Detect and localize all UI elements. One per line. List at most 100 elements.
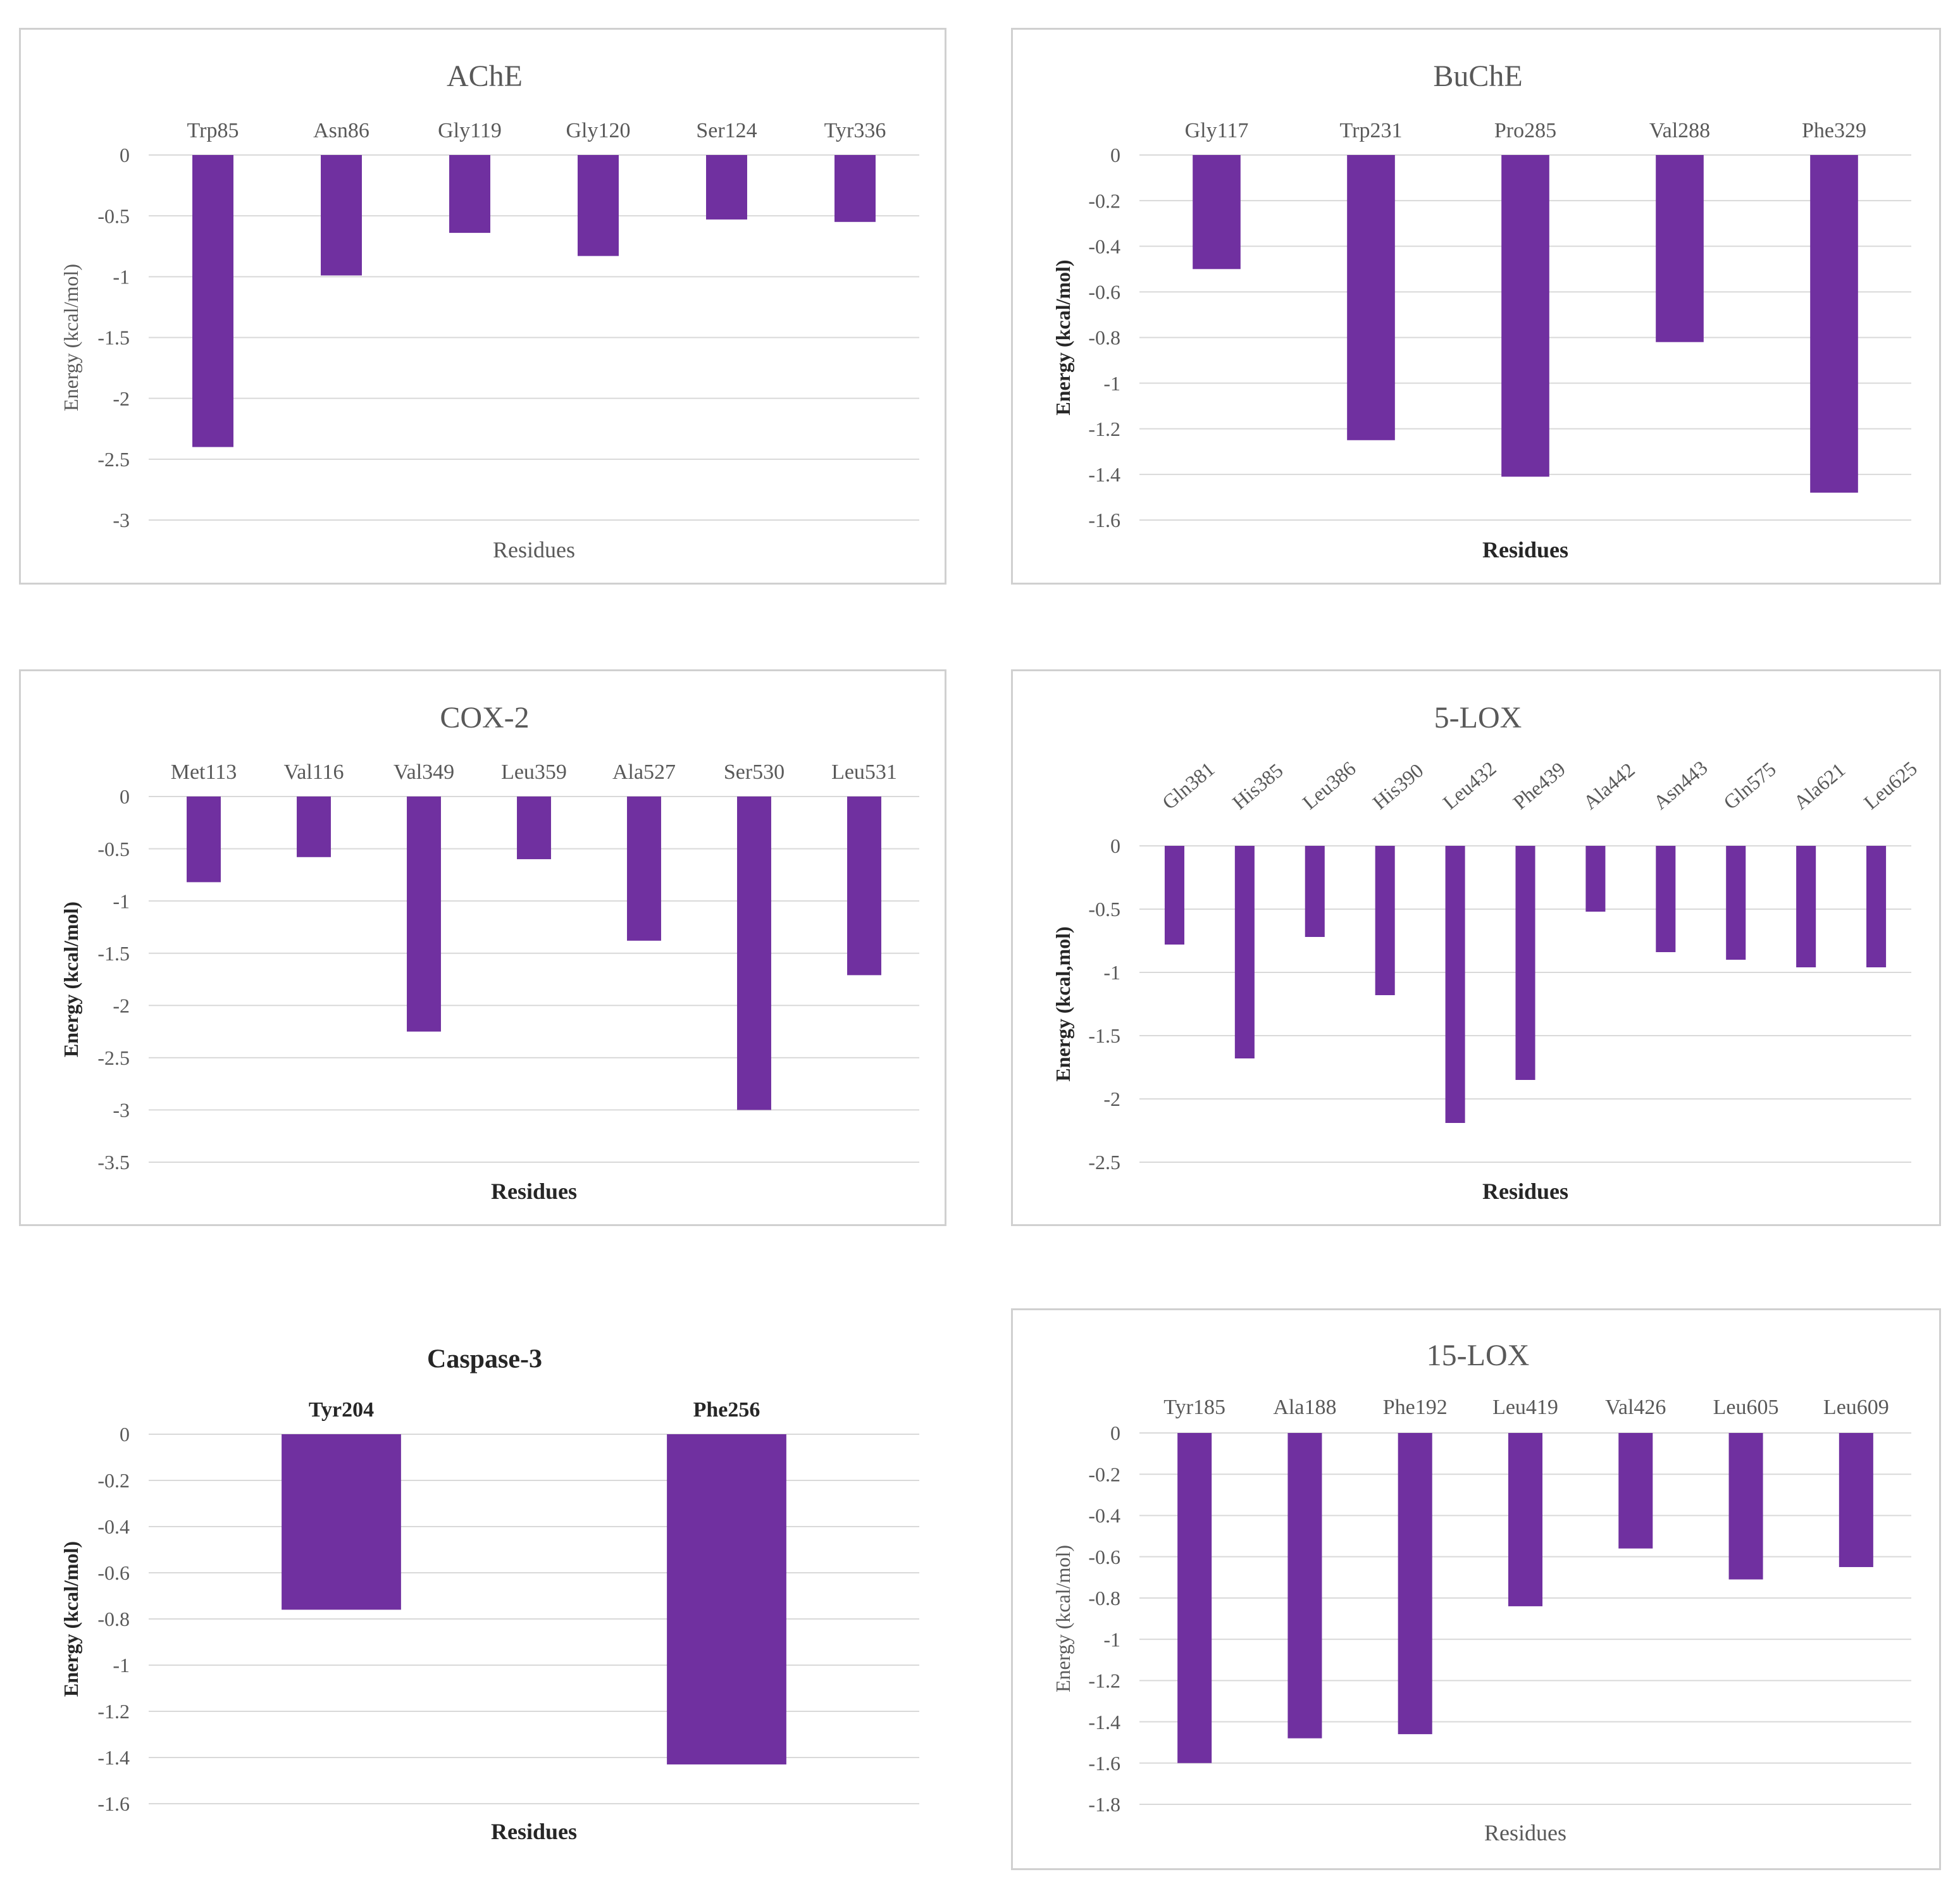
bar-ala188 (1287, 1433, 1322, 1739)
category-label: Met113 (171, 760, 237, 784)
category-label: Gln575 (1719, 757, 1780, 814)
y-tick-label: 0 (1110, 144, 1120, 166)
y-tick-label: -0.6 (97, 1561, 130, 1584)
x-axis-label: Residues (1484, 1820, 1566, 1845)
category-label: Ala621 (1789, 758, 1849, 814)
bar-ser124 (706, 155, 747, 220)
y-tick-label: -3 (113, 509, 130, 531)
category-label: Trp85 (187, 119, 239, 142)
bar-leu531 (847, 797, 881, 976)
y-tick-label: -1 (1103, 961, 1120, 984)
category-label: Tyr336 (824, 119, 886, 142)
category-label: Gly120 (566, 119, 631, 142)
category-label: Val426 (1605, 1396, 1666, 1419)
bar-ser530 (737, 797, 771, 1110)
y-tick-label: -0.2 (1088, 1463, 1120, 1485)
y-tick-label: -0.8 (1088, 326, 1120, 349)
bar-pro285 (1501, 155, 1549, 477)
bar-leu605 (1728, 1433, 1763, 1580)
y-tick-label: 0 (1110, 1422, 1120, 1444)
category-label: Leu359 (501, 760, 567, 784)
chart-title: 5-LOX (1434, 701, 1522, 735)
y-tick-label: -0.4 (97, 1515, 130, 1538)
chart-panel-caspase-3: Caspase-3 0 -0.2 -0.4 -0.6 -0.8 -1 -1.2 -1.4 -1.6… (19, 1307, 946, 1870)
category-label: Phe439 (1508, 757, 1570, 814)
y-axis-label: Energy (kcal/mol) (1051, 259, 1074, 415)
chart-title: Caspase-3 (427, 1345, 542, 1374)
bar-phe192 (1398, 1433, 1432, 1735)
category-label: His385 (1228, 759, 1287, 814)
y-tick-label: -0.4 (1088, 1504, 1120, 1527)
category-label: Ala442 (1579, 758, 1639, 814)
y-tick-label: -1 (1103, 1628, 1120, 1651)
category-label: Leu419 (1492, 1396, 1558, 1419)
bar-phe256 (667, 1434, 786, 1764)
y-tick-label: -2 (113, 994, 130, 1017)
bar-chart-svg: AChE 0 -0.5 -1 -1.5 -2 -2.5 -3 Trp85 Asn86 Gly119 G… (59, 59, 919, 562)
y-tick-label: -0.6 (1088, 281, 1120, 304)
category-label: Tyr185 (1163, 1396, 1225, 1419)
y-tick-label: -1.4 (97, 1746, 130, 1769)
bar-leu359 (517, 797, 551, 860)
y-tick-label: -1 (113, 266, 130, 288)
category-label: Asn86 (313, 119, 369, 142)
bar-asn443 (1656, 846, 1676, 952)
category-label: Leu386 (1298, 757, 1360, 814)
y-tick-label: -1 (113, 1654, 130, 1677)
x-axis-label: Residues (1482, 1179, 1568, 1204)
bar-asn86 (321, 155, 362, 276)
category-label: Val349 (394, 760, 454, 784)
category-label: Gly119 (438, 119, 502, 142)
bar-gly119 (449, 155, 490, 233)
bar-gln575 (1726, 846, 1746, 960)
y-tick-label: -1.4 (1088, 463, 1120, 486)
y-axis-label: Energy (kcal/mol) (59, 1541, 82, 1697)
bar-phe439 (1515, 846, 1535, 1080)
y-tick-label: -0.8 (97, 1608, 130, 1630)
y-tick-label: -1.4 (1088, 1711, 1120, 1733)
bar-gly120 (578, 155, 619, 256)
y-tick-label: -1.2 (1088, 418, 1120, 440)
bar-tyr185 (1177, 1433, 1212, 1763)
bar-leu432 (1445, 846, 1465, 1123)
category-label: Leu625 (1859, 757, 1921, 814)
y-tick-label: -3 (113, 1099, 130, 1122)
y-tick-label: 0 (120, 144, 130, 166)
y-tick-label: -1 (113, 890, 130, 912)
y-tick-label: -1.5 (97, 326, 130, 349)
category-label: Val116 (283, 760, 344, 784)
y-tick-label: -0.5 (97, 838, 130, 860)
y-tick-label: -1.2 (97, 1700, 130, 1723)
y-axis-label: Energy (kcal/mol) (59, 902, 82, 1057)
chart-panel-15-lox: 15-LOX 0 -0.2 -0.4 -0.6 -0.8 -1 -1.2 -1.4 -1.6 -1.… (1011, 1308, 1941, 1870)
chart-panel-cox-2: COX-2 0 -0.5 -1 -1.5 -2 -2.5 -3 -3.5 Met113 Val116… (19, 669, 946, 1226)
y-tick-label: -2.5 (97, 1046, 130, 1069)
y-axis-label: Energy (kcal/mol) (1051, 1545, 1074, 1692)
y-tick-label: -2 (113, 387, 130, 410)
bar-trp231 (1347, 155, 1395, 440)
chart-panel-buche: BuChE 0 -0.2 -0.4 -0.6 -0.8 -1 -1.2 -1.4 -1.6 Gly1… (1011, 28, 1941, 585)
bar-ala621 (1796, 846, 1816, 967)
category-label: Phe192 (1383, 1396, 1448, 1419)
bar-phe329 (1810, 155, 1858, 493)
y-tick-label: -3.5 (97, 1151, 130, 1174)
category-label: Ala527 (612, 760, 676, 784)
category-label: Phe329 (1802, 119, 1866, 142)
y-tick-label: -0.5 (97, 204, 130, 227)
x-axis-label: Residues (491, 1819, 577, 1844)
x-axis-label: Residues (1482, 537, 1568, 562)
chart-title: BuChE (1433, 59, 1522, 93)
bar-leu609 (1839, 1433, 1873, 1567)
bar-val426 (1618, 1433, 1653, 1549)
chart-title: 15-LOX (1427, 1339, 1530, 1372)
y-tick-label: -0.8 (1088, 1587, 1120, 1609)
category-label: Leu531 (831, 760, 897, 784)
bar-ala442 (1585, 846, 1606, 912)
y-tick-label: -1.5 (1088, 1024, 1120, 1047)
bar-his390 (1375, 846, 1395, 995)
bar-his385 (1234, 846, 1255, 1058)
y-tick-label: -0.4 (1088, 235, 1120, 257)
bar-val349 (407, 797, 441, 1032)
y-axis-label: Energy (kcal,mol) (1051, 926, 1074, 1081)
y-tick-label: -2.5 (1088, 1151, 1120, 1174)
